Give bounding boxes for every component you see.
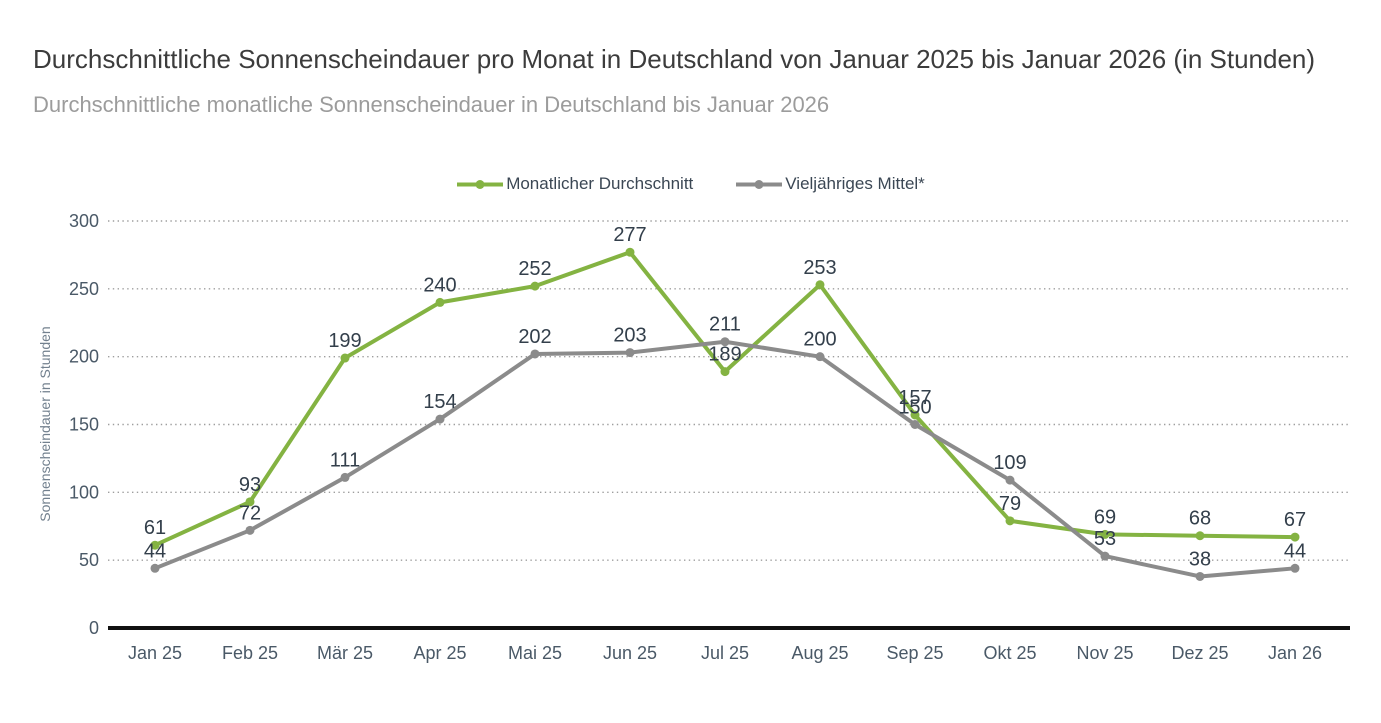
data-point[interactable] <box>1100 551 1110 561</box>
data-label: 157 <box>898 387 931 409</box>
data-label: 199 <box>328 330 361 352</box>
y-axis-title: Sonnenscheindauer in Stunden <box>37 326 53 521</box>
legend-label: Vieljähriges Mittel* <box>785 174 925 194</box>
x-tick-label: Jul 25 <box>701 643 749 663</box>
x-tick-label: Jan 25 <box>128 643 182 663</box>
data-point[interactable] <box>815 280 825 290</box>
x-tick-label: Mai 25 <box>508 643 562 663</box>
data-point[interactable] <box>815 352 825 362</box>
data-point[interactable] <box>910 410 920 420</box>
data-point[interactable] <box>530 349 540 359</box>
legend-item-vieljaehriges-mittel[interactable]: Vieljähriges Mittel* <box>735 174 925 194</box>
data-label: 61 <box>144 517 166 539</box>
data-point[interactable] <box>1005 475 1015 485</box>
data-point[interactable] <box>340 473 350 483</box>
data-label: 150 <box>898 397 931 419</box>
data-label: 253 <box>803 257 836 279</box>
data-point[interactable] <box>1100 529 1110 539</box>
data-label: 69 <box>1094 506 1116 528</box>
x-tick-label: Apr 25 <box>413 643 466 663</box>
y-tick-label: 150 <box>69 415 99 435</box>
legend-marker-line-icon <box>736 179 783 189</box>
data-point[interactable] <box>245 525 255 535</box>
data-label: 277 <box>613 224 646 246</box>
data-label: 203 <box>613 325 646 347</box>
x-tick-label: Mär 25 <box>317 643 373 663</box>
x-tick-label: Jan 26 <box>1268 643 1322 663</box>
data-point[interactable] <box>435 298 445 308</box>
data-point[interactable] <box>625 247 635 257</box>
y-tick-label: 0 <box>89 618 99 638</box>
data-point[interactable] <box>150 540 160 550</box>
data-label: 67 <box>1284 509 1306 531</box>
data-label: 240 <box>423 275 456 297</box>
y-tick-label: 250 <box>69 279 99 299</box>
data-point[interactable] <box>530 281 540 291</box>
y-tick-label: 50 <box>79 550 99 570</box>
line-chart: 0 50 100 150 200 250 300 Sonnenscheindauer in S… <box>37 211 1350 663</box>
data-point[interactable] <box>245 497 255 507</box>
data-label: 154 <box>423 391 456 413</box>
data-point[interactable] <box>1290 563 1300 573</box>
data-point[interactable] <box>1290 532 1300 542</box>
data-point[interactable] <box>150 563 160 573</box>
data-label: 252 <box>518 258 551 280</box>
data-label: 211 <box>709 314 741 336</box>
data-label: 44 <box>1284 540 1306 562</box>
x-tick-label: Nov 25 <box>1076 643 1133 663</box>
chart-title: Durchschnittliche Sonnenscheindauer pro … <box>33 44 1316 74</box>
data-label: 44 <box>144 540 166 562</box>
data-label: 38 <box>1189 549 1211 571</box>
data-point[interactable] <box>720 337 730 347</box>
data-point[interactable] <box>1195 531 1205 541</box>
legend: Monatlicher Durchschnitt Vieljähriges Mi… <box>0 174 1381 194</box>
data-label: 53 <box>1094 528 1116 550</box>
data-point[interactable] <box>720 367 730 377</box>
y-tick-label: 100 <box>69 482 99 502</box>
x-tick-label: Aug 25 <box>791 643 848 663</box>
data-label: 189 <box>708 344 741 366</box>
y-tick-label: 200 <box>69 347 99 367</box>
series-line-1 <box>153 339 1297 579</box>
data-label: 68 <box>1189 508 1211 530</box>
data-point[interactable] <box>1005 516 1015 526</box>
data-point[interactable] <box>625 348 635 358</box>
data-point[interactable] <box>1195 572 1205 582</box>
legend-label: Monatlicher Durchschnitt <box>506 174 694 194</box>
x-tick-label: Okt 25 <box>983 643 1036 663</box>
data-point[interactable] <box>340 353 350 363</box>
chart-header: Durchschnittliche Sonnenscheindauer pro … <box>33 44 1353 118</box>
series-line-0 <box>153 250 1297 548</box>
x-tick-label: Sep 25 <box>886 643 943 663</box>
x-tick-label: Jun 25 <box>603 643 657 663</box>
legend-item-monatlicher-durchschnitt[interactable]: Monatlicher Durchschnitt <box>456 174 693 194</box>
x-tick-label: Feb 25 <box>222 643 278 663</box>
x-tick-label: Dez 25 <box>1171 643 1228 663</box>
data-label: 72 <box>239 502 261 524</box>
legend-marker-line-icon <box>457 179 504 189</box>
data-point[interactable] <box>435 414 445 424</box>
data-label: 79 <box>999 493 1021 515</box>
chart-subtitle: Durchschnittliche monatliche Sonnenschei… <box>33 91 830 117</box>
data-label: 202 <box>518 326 551 348</box>
data-label: 200 <box>803 329 836 351</box>
data-label: 111 <box>330 450 360 472</box>
data-label: 109 <box>993 452 1026 474</box>
y-tick-label: 300 <box>69 211 99 231</box>
data-label: 93 <box>239 474 261 496</box>
data-point[interactable] <box>910 420 920 430</box>
